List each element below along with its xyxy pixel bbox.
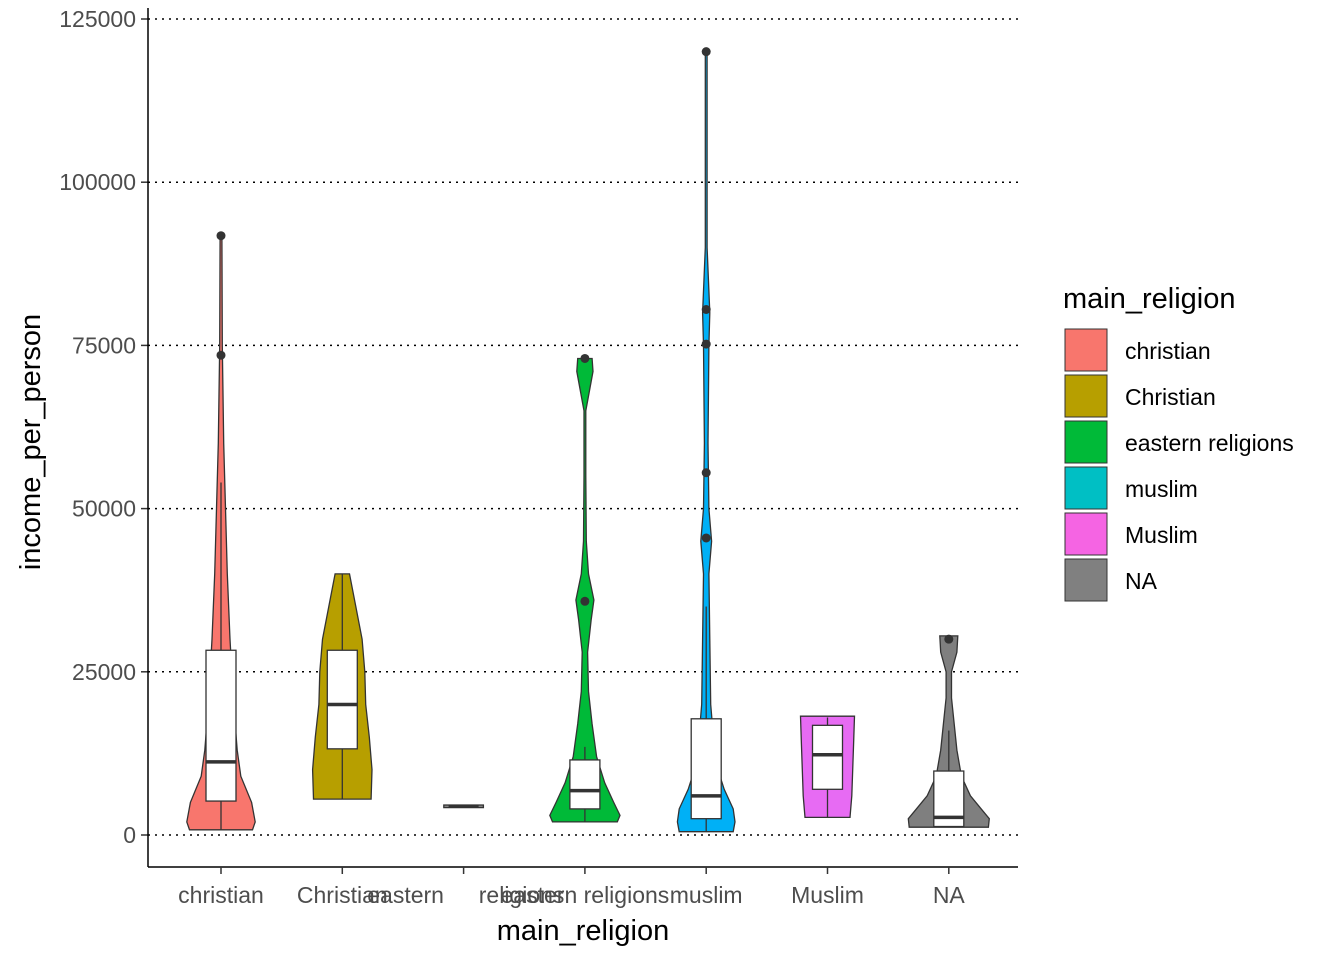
y-axis-title: income_per_person xyxy=(15,314,47,570)
x-tick-label: eastern religions xyxy=(501,882,670,908)
x-axis-title: main_religion xyxy=(497,915,670,947)
legend-label: eastern religions xyxy=(1125,430,1294,456)
legend-swatch xyxy=(1064,328,1108,372)
y-tick-label: 125000 xyxy=(59,6,136,32)
violin-shape xyxy=(549,357,621,823)
outlier-point xyxy=(701,468,711,478)
violin-group xyxy=(186,231,256,831)
x-tick-label: religions xyxy=(479,882,565,908)
y-tick-label: 100000 xyxy=(59,169,136,195)
outlier-point xyxy=(216,350,226,360)
legend-label: NA xyxy=(1125,568,1158,594)
legend-label: Christian xyxy=(1125,384,1216,410)
violin-group xyxy=(907,634,990,828)
violin-group xyxy=(443,804,485,809)
violin-group xyxy=(799,715,856,819)
y-tick-label: 50000 xyxy=(72,496,136,522)
x-tick-label: muslim xyxy=(670,882,743,908)
legend-swatch xyxy=(1064,512,1108,556)
box xyxy=(690,718,722,820)
violin-groups xyxy=(186,47,990,833)
legend-swatch xyxy=(1064,420,1108,464)
y-tick-label: 0 xyxy=(123,822,136,848)
violin-group xyxy=(676,47,736,833)
outlier-point xyxy=(944,634,954,644)
box xyxy=(205,649,237,802)
y-tick-label: 25000 xyxy=(72,659,136,685)
violin-group xyxy=(311,573,373,800)
box xyxy=(811,724,844,790)
y-tick-label: 75000 xyxy=(72,332,136,358)
outlier-point xyxy=(580,596,590,606)
box xyxy=(569,759,601,810)
legend-label: christian xyxy=(1125,338,1211,364)
outlier-point xyxy=(216,231,226,241)
x-tick-label: eastern xyxy=(367,882,444,908)
violin-group xyxy=(549,353,621,823)
x-tick-label: Christian xyxy=(297,882,388,908)
legend-title: main_religion xyxy=(1063,283,1236,315)
legend-label: muslim xyxy=(1125,476,1198,502)
outlier-point xyxy=(701,339,711,349)
x-tick-label: NA xyxy=(933,882,966,908)
legend-label: Muslim xyxy=(1125,522,1198,548)
legend-swatch xyxy=(1064,466,1108,510)
legend: main_religion christian Christian eastern … xyxy=(1063,283,1294,602)
y-axis: 0 25000 50000 75000 100000 125000 xyxy=(59,6,149,867)
x-tick-label: Muslim xyxy=(791,882,864,908)
outlier-point xyxy=(701,533,711,543)
outlier-point xyxy=(580,353,590,363)
legend-swatch xyxy=(1064,558,1108,602)
box xyxy=(326,649,358,750)
outlier-point xyxy=(701,304,711,314)
legend-swatch xyxy=(1064,374,1108,418)
x-tick-label: christian xyxy=(178,882,264,908)
outlier-point xyxy=(701,47,711,57)
